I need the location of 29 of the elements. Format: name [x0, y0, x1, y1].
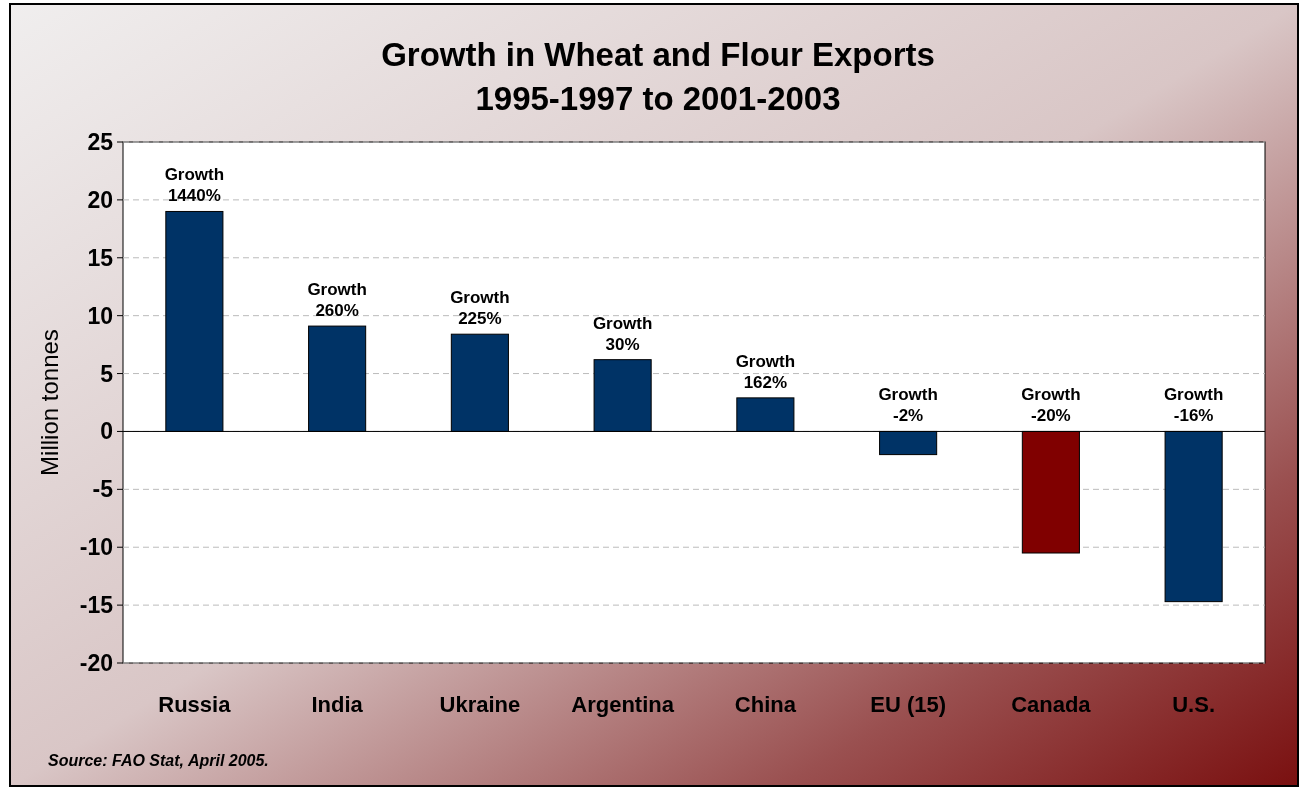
annotation: Growth 1440% [164, 165, 225, 206]
x-tick-label: India [311, 692, 364, 717]
x-tick-label: Argentina [571, 692, 675, 717]
annotation: Growth 260% [307, 280, 367, 321]
y-tick-label: -20 [79, 650, 113, 677]
y-tick-label: 10 [87, 302, 113, 329]
y-tick-label: -5 [92, 476, 114, 503]
annotation: Growth -2% [878, 385, 938, 426]
annotation: Growth -20% [1021, 385, 1081, 426]
y-axis-title: Million tonnes [36, 329, 63, 476]
y-tick-label: -15 [79, 592, 114, 619]
x-tick-label: Ukraine [439, 692, 521, 717]
y-tick-label: 25 [87, 129, 114, 156]
annotation: Growth -16% [1163, 385, 1224, 426]
annotation: Growth 30% [592, 313, 653, 354]
x-tick-label: Russia [158, 692, 232, 717]
x-tick-label: U.S. [1172, 692, 1216, 717]
x-tick-label: China [734, 692, 797, 717]
source-note: Source: FAO Stat, April 2005. [48, 752, 269, 769]
chart-title: Growth in Wheat and Flour Exports 1995-1997 to 2001-2003 [381, 36, 935, 117]
y-tick-label: 0 [100, 418, 113, 445]
y-tick-label: -10 [79, 534, 113, 561]
annotation: Growth 225% [450, 288, 510, 329]
y-tick-label: 15 [87, 244, 114, 271]
y-tick-label: 20 [87, 186, 113, 213]
annotation: Growth 162% [735, 351, 796, 392]
x-tick-label: EU (15) [870, 692, 947, 717]
x-tick-label: Canada [1011, 692, 1092, 717]
y-tick-label: 5 [100, 360, 114, 387]
